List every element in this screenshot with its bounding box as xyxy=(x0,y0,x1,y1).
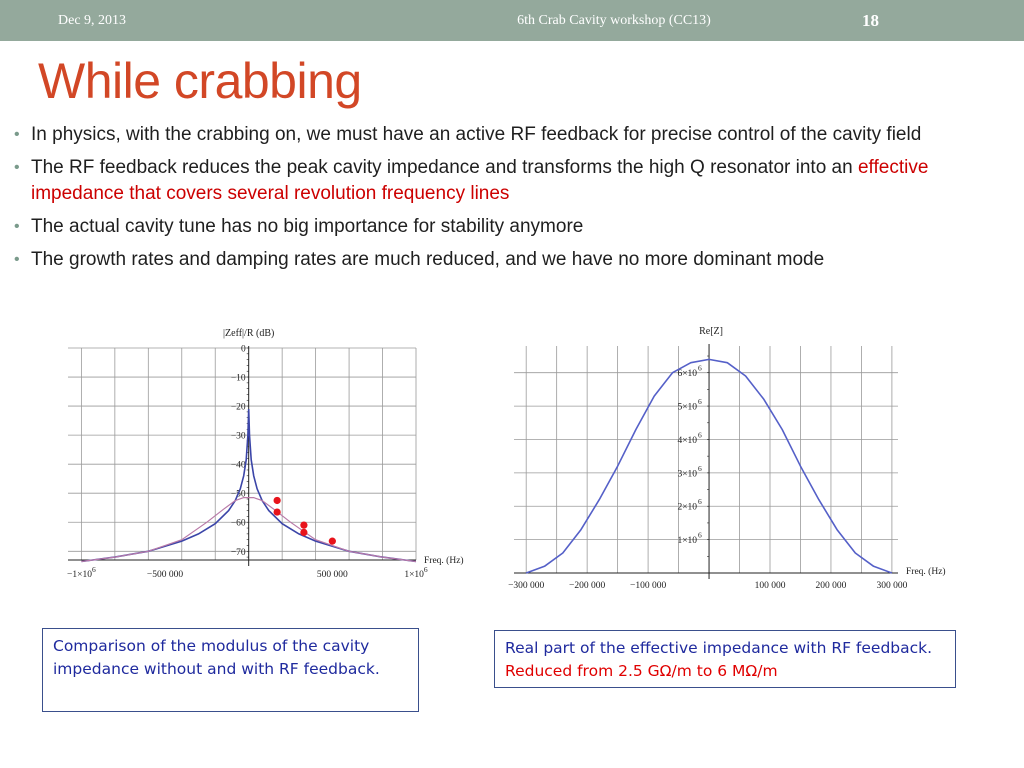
x-tick-label: 300 000 xyxy=(876,581,907,590)
series-line-real-impedance xyxy=(525,358,893,574)
x-tick-label: −100 000 xyxy=(630,581,666,590)
y-tick-label: 1×10 xyxy=(677,536,697,546)
y-tick-exponent: 6 xyxy=(698,531,702,540)
y-tick-exponent: 6 xyxy=(698,497,702,506)
y-tick-label: 5×10 xyxy=(677,403,697,413)
bullet-list: • In physics, with the crabbing on, we mu… xyxy=(14,122,1009,280)
bullet-item: • The RF feedback reduces the peak cavity… xyxy=(14,155,1009,207)
bullet-highlight: effective impedance that covers several … xyxy=(31,157,929,204)
y-tick-exponent: 6 xyxy=(698,364,702,373)
y-tick-label: −30 xyxy=(231,432,246,442)
y-tick-label: 4×10 xyxy=(677,436,697,446)
data-point xyxy=(328,537,336,545)
y-tick-exponent: 6 xyxy=(698,464,702,473)
x-tick-exponent: 6 xyxy=(92,565,96,574)
x-tick-label: 100 000 xyxy=(755,581,786,590)
y-axis-label: Re[Z] xyxy=(699,326,723,337)
caption-right-highlight: Reduced from 2.5 GΩ/m to 6 MΩ/m xyxy=(505,662,778,680)
bullet-marker: • xyxy=(14,126,20,143)
caption-right: Real part of the effective impedance wit… xyxy=(494,630,956,688)
x-tick-label: 500 000 xyxy=(317,570,348,580)
data-point xyxy=(300,521,308,529)
y-tick-exponent: 6 xyxy=(698,430,702,439)
header-workshop: 6th Crab Cavity workshop (CC13) xyxy=(517,13,711,28)
bullet-marker: • xyxy=(14,159,20,176)
y-tick-label: 6×10 xyxy=(677,369,697,379)
bullet-item: • In physics, with the crabbing on, we mu… xyxy=(14,122,1009,148)
y-tick-label: 2×10 xyxy=(677,503,697,513)
header-date: Dec 9, 2013 xyxy=(58,13,127,28)
x-axis-label: Freq. (Hz) xyxy=(906,566,946,577)
bullet-item: • The actual cavity tune has no big impor… xyxy=(14,214,1009,240)
impedance-modulus-chart: 0−10−20−30−40−50−60−70−1×106−500 000 500 … xyxy=(67,328,464,580)
bullet-marker: • xyxy=(14,218,20,235)
y-tick-label: 0 xyxy=(241,345,246,355)
bullet-text: The growth rates and damping rates are m… xyxy=(31,249,825,270)
bullet-item: • The growth rates and damping rates are … xyxy=(14,247,1009,273)
bullet-text: In physics, with the crabbing on, we mus… xyxy=(31,124,922,145)
y-tick-exponent: 6 xyxy=(698,397,702,406)
slide-title: While crabbing xyxy=(38,53,362,109)
bullet-marker: • xyxy=(14,251,20,268)
data-point xyxy=(273,508,281,516)
y-tick-label: −60 xyxy=(231,519,246,529)
x-axis-label: Freq. (Hz) xyxy=(424,555,464,566)
data-point xyxy=(273,496,281,505)
series-line-without-feedback xyxy=(81,408,417,563)
x-tick-label: 200 000 xyxy=(816,581,847,590)
y-tick-label: −70 xyxy=(231,548,246,558)
y-tick-label: −20 xyxy=(231,403,246,413)
x-tick-label: −200 000 xyxy=(569,581,605,590)
series-line-with-feedback xyxy=(81,497,417,563)
x-tick-label: −1×106 xyxy=(67,565,96,580)
x-tick-exponent: 6 xyxy=(424,565,428,574)
y-tick-label: −10 xyxy=(231,374,246,384)
bullet-text: The RF feedback reduces the peak cavity … xyxy=(31,157,858,178)
data-point xyxy=(300,528,308,537)
x-tick-label: −300 000 xyxy=(508,581,544,590)
y-axis-label: |Zeff|/R (dB) xyxy=(223,328,274,339)
caption-left-text: Comparison of the modulus of the cavity … xyxy=(53,637,380,678)
caption-right-text: Real part of the effective impedance wit… xyxy=(505,639,933,657)
page-number: 18 xyxy=(862,11,879,30)
bullet-text: The actual cavity tune has no big import… xyxy=(31,216,584,237)
caption-left: Comparison of the modulus of the cavity … xyxy=(42,628,419,712)
x-tick-label: 1×106 xyxy=(404,565,428,580)
slide-header: Dec 9, 2013 6th Crab Cavity workshop (CC… xyxy=(0,0,1024,41)
y-tick-label: 3×10 xyxy=(677,469,697,479)
y-tick-label: −40 xyxy=(231,461,246,471)
x-tick-label: −500 000 xyxy=(147,570,183,580)
